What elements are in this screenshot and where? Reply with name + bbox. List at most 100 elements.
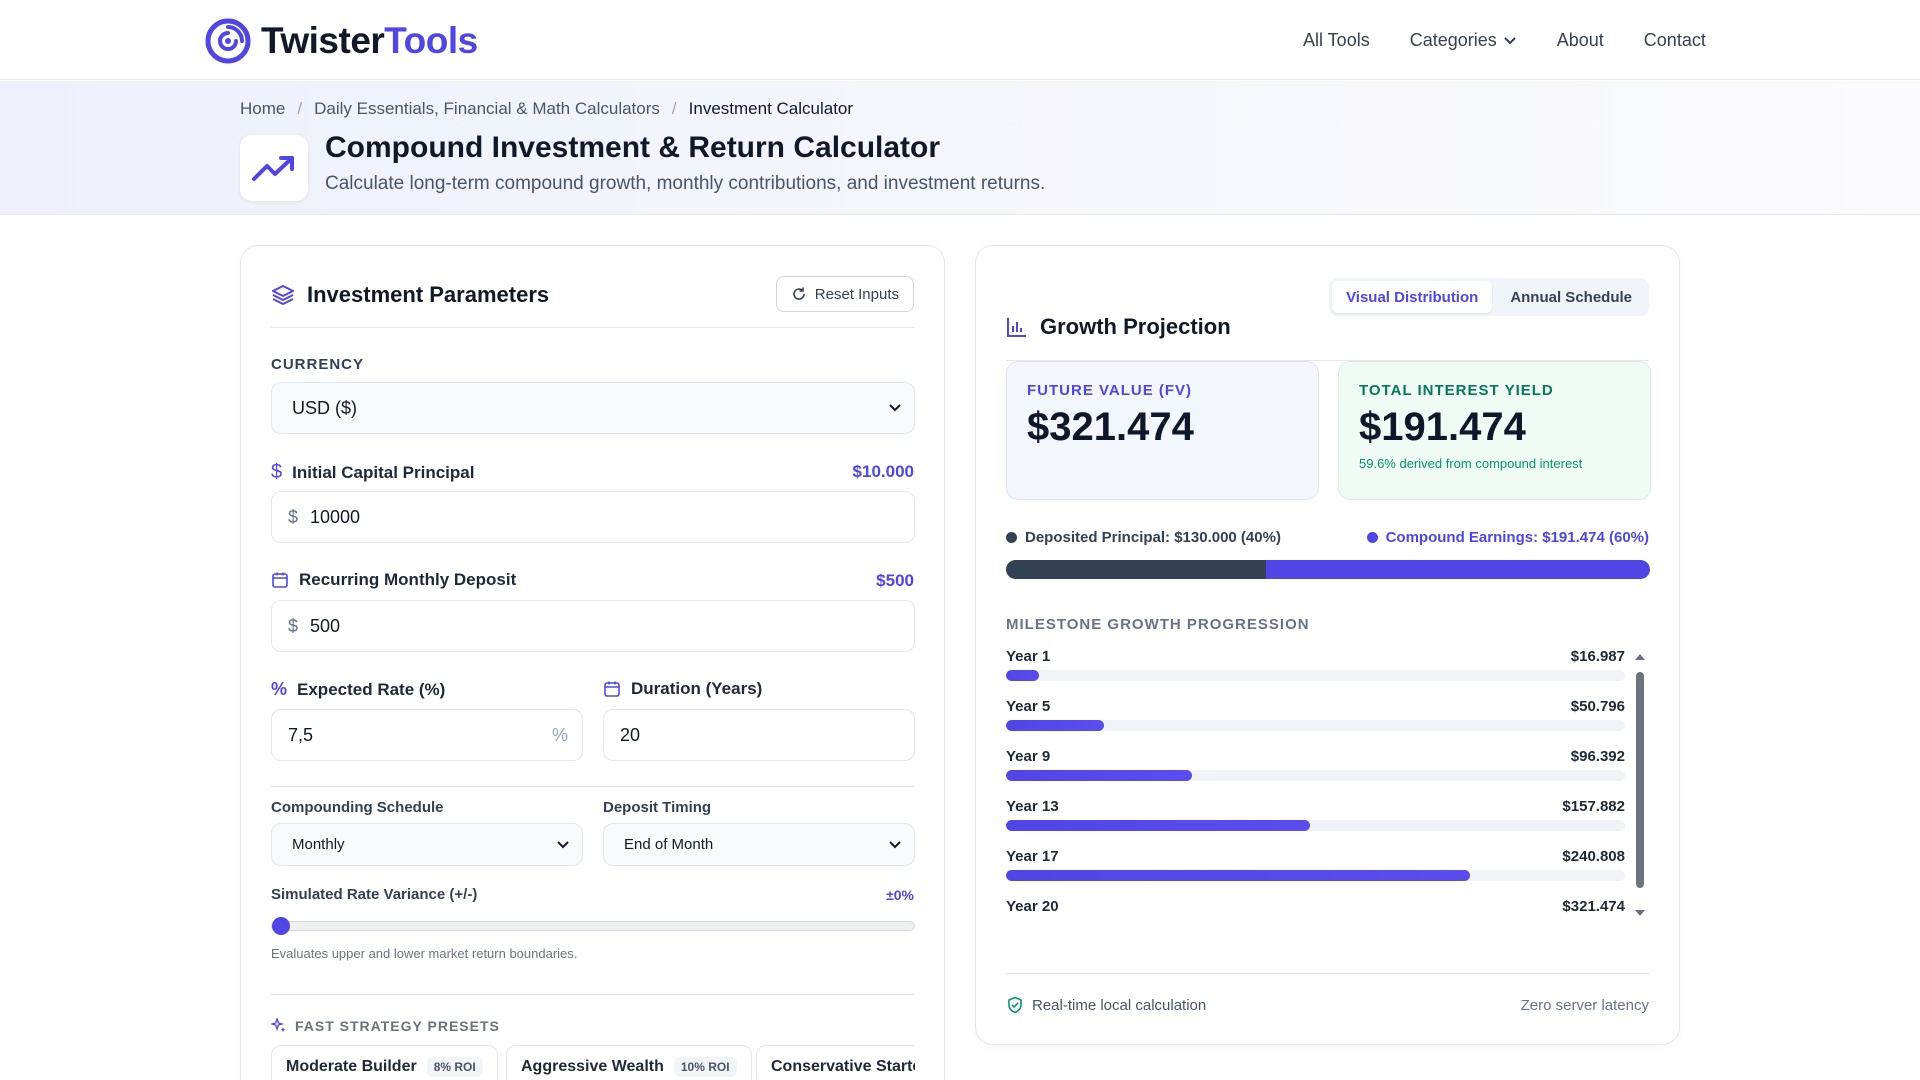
- monthly-deposit-display: $500: [876, 571, 914, 590]
- trending-up-icon: [240, 135, 308, 201]
- milestone-bar: [1006, 820, 1310, 831]
- future-value-card: FUTURE VALUE (FV) $321.474: [1006, 361, 1319, 500]
- sparkles-icon: [271, 1018, 286, 1033]
- breadcrumb-home[interactable]: Home: [240, 99, 286, 118]
- milestone-bar: [1006, 870, 1470, 881]
- variance-slider-thumb[interactable]: [272, 917, 290, 935]
- shield-check-icon: [1008, 996, 1022, 1014]
- future-value-caption: FUTURE VALUE (FV): [1027, 382, 1193, 399]
- view-tabs: Visual Distribution Annual Schedule: [1329, 278, 1649, 316]
- distribution-bar: [1006, 560, 1650, 579]
- principal-segment: [1006, 560, 1267, 579]
- scroll-down-icon[interactable]: [1635, 910, 1645, 916]
- tab-annual-schedule[interactable]: Annual Schedule: [1510, 288, 1632, 306]
- breadcrumb: Home / Daily Essentials, Financial & Mat…: [240, 99, 853, 119]
- interest-note: 59.6% derived from compound interest: [1359, 456, 1583, 471]
- rate-input[interactable]: 7,5 %: [271, 709, 583, 761]
- breadcrumb-separator: /: [297, 99, 303, 118]
- refresh-icon: [793, 287, 805, 300]
- chevron-down-icon: [557, 840, 569, 848]
- milestone-bar: [1006, 720, 1104, 731]
- compounding-label: Compounding Schedule: [271, 799, 444, 816]
- milestone-row: Year 9 $96.392: [1006, 748, 1625, 792]
- total-interest-card: TOTAL INTEREST YIELD $191.474 59.6% deri…: [1338, 361, 1651, 500]
- milestone-scrollbar[interactable]: [1633, 648, 1647, 918]
- brand-logo[interactable]: TwisterTools: [203, 18, 478, 64]
- brand-name: TwisterTools: [261, 20, 478, 61]
- nav-categories[interactable]: Categories: [1410, 30, 1517, 51]
- variance-label: Simulated Rate Variance (+/-): [271, 886, 478, 903]
- monthly-deposit-input[interactable]: $500: [271, 600, 915, 652]
- chevron-down-icon: [1504, 36, 1516, 44]
- nav-contact[interactable]: Contact: [1643, 30, 1706, 50]
- milestones-label: MILESTONE GROWTH PROGRESSION: [1006, 616, 1310, 633]
- reset-inputs-button[interactable]: Reset Inputs: [775, 276, 914, 312]
- preset-aggressive-wealth[interactable]: Aggressive Wealth 10% ROI: [506, 1045, 752, 1080]
- preset-moderate-builder[interactable]: Moderate Builder 8% ROI: [271, 1045, 498, 1080]
- chevron-down-icon: [889, 840, 901, 848]
- divider: [271, 786, 915, 787]
- breadcrumb-separator: /: [671, 99, 677, 118]
- monthly-deposit-label: Recurring Monthly Deposit: [271, 570, 516, 590]
- investment-parameters-card: Investment Parameters Reset Inputs CURRE…: [240, 245, 945, 1080]
- principal-label: $ Initial Capital Principal: [271, 461, 475, 483]
- nav-all-tools[interactable]: All Tools: [1303, 30, 1370, 50]
- divider: [271, 994, 915, 995]
- card-footer-divider: [1006, 973, 1649, 974]
- earnings-segment: [1266, 560, 1650, 579]
- milestone-row: Year 13 $157.882: [1006, 798, 1625, 842]
- tab-visual-distribution[interactable]: Visual Distribution: [1332, 281, 1493, 313]
- milestone-row: Year 5 $50.796: [1006, 698, 1625, 742]
- compounding-select[interactable]: Monthly: [271, 823, 583, 866]
- card-header: Investment Parameters Reset Inputs: [271, 276, 914, 328]
- layers-icon: [272, 285, 294, 305]
- variance-slider[interactable]: [271, 917, 915, 935]
- preset-list: Moderate Builder 8% ROI Aggressive Wealth…: [271, 1045, 915, 1080]
- variance-hint: Evaluates upper and lower market return …: [271, 946, 578, 961]
- breadcrumb-current: Investment Calculator: [688, 99, 854, 118]
- twister-logo-icon: [205, 18, 251, 64]
- card-title: Growth Projection: [1006, 314, 1231, 340]
- dollar-icon: $: [271, 461, 283, 483]
- calendar-icon: [604, 681, 620, 697]
- future-value-amount: $321.474: [1027, 405, 1194, 449]
- total-interest-caption: TOTAL INTEREST YIELD: [1359, 382, 1554, 399]
- preset-conservative-starter[interactable]: Conservative Starte: [756, 1045, 915, 1080]
- total-interest-amount: $191.474: [1359, 405, 1526, 449]
- deposit-timing-select[interactable]: End of Month: [603, 823, 915, 866]
- realtime-badge: Real-time local calculation: [1006, 996, 1206, 1014]
- principal-input[interactable]: $10000: [271, 491, 915, 543]
- milestone-row: Year 17 $240.808: [1006, 848, 1625, 892]
- deposit-timing-label: Deposit Timing: [603, 799, 712, 816]
- milestone-row: Year 1 $16.987: [1006, 648, 1625, 692]
- nav-about[interactable]: About: [1556, 30, 1604, 50]
- card-header: Growth Projection: [1006, 276, 1649, 361]
- bar-chart-icon: [1007, 318, 1026, 337]
- top-navbar: TwisterTools All Tools Categories About …: [0, 0, 1920, 80]
- main-nav: All Tools Categories About Contact: [1303, 30, 1706, 51]
- scrollbar-thumb[interactable]: [1636, 672, 1644, 888]
- milestone-row: Year 20 $321.474: [1006, 898, 1625, 915]
- currency-label: CURRENCY: [271, 356, 365, 373]
- legend-dot: [1366, 532, 1378, 543]
- page-title: Compound Investment & Return Calculator: [325, 131, 941, 164]
- scroll-up-icon[interactable]: [1635, 654, 1645, 660]
- legend-principal: Deposited Principal: $130.000 (40%): [1006, 529, 1281, 546]
- currency-select[interactable]: USD ($): [271, 382, 915, 434]
- latency-note: Zero server latency: [1520, 997, 1649, 1014]
- chevron-down-icon: [889, 404, 901, 412]
- variance-display: ±0%: [886, 887, 914, 903]
- growth-projection-card: Growth Projection Visual Distribution An…: [975, 245, 1680, 1045]
- breadcrumb-category[interactable]: Daily Essentials, Financial & Math Calcu…: [314, 99, 660, 118]
- page-hero: Home / Daily Essentials, Financial & Mat…: [0, 81, 1920, 215]
- milestone-bar: [1006, 670, 1039, 681]
- principal-display: $10.000: [852, 462, 914, 481]
- percent-icon: %: [271, 679, 288, 699]
- rate-label: % Expected Rate (%): [271, 679, 446, 699]
- legend-dot: [1006, 532, 1017, 543]
- duration-input[interactable]: 20: [603, 709, 915, 761]
- card-title: Investment Parameters: [271, 282, 549, 308]
- page-subtitle: Calculate long-term compound growth, mon…: [325, 173, 1046, 194]
- milestone-bar: [1006, 770, 1192, 781]
- legend-earnings: Compound Earnings: $191.474 (60%): [1366, 529, 1649, 546]
